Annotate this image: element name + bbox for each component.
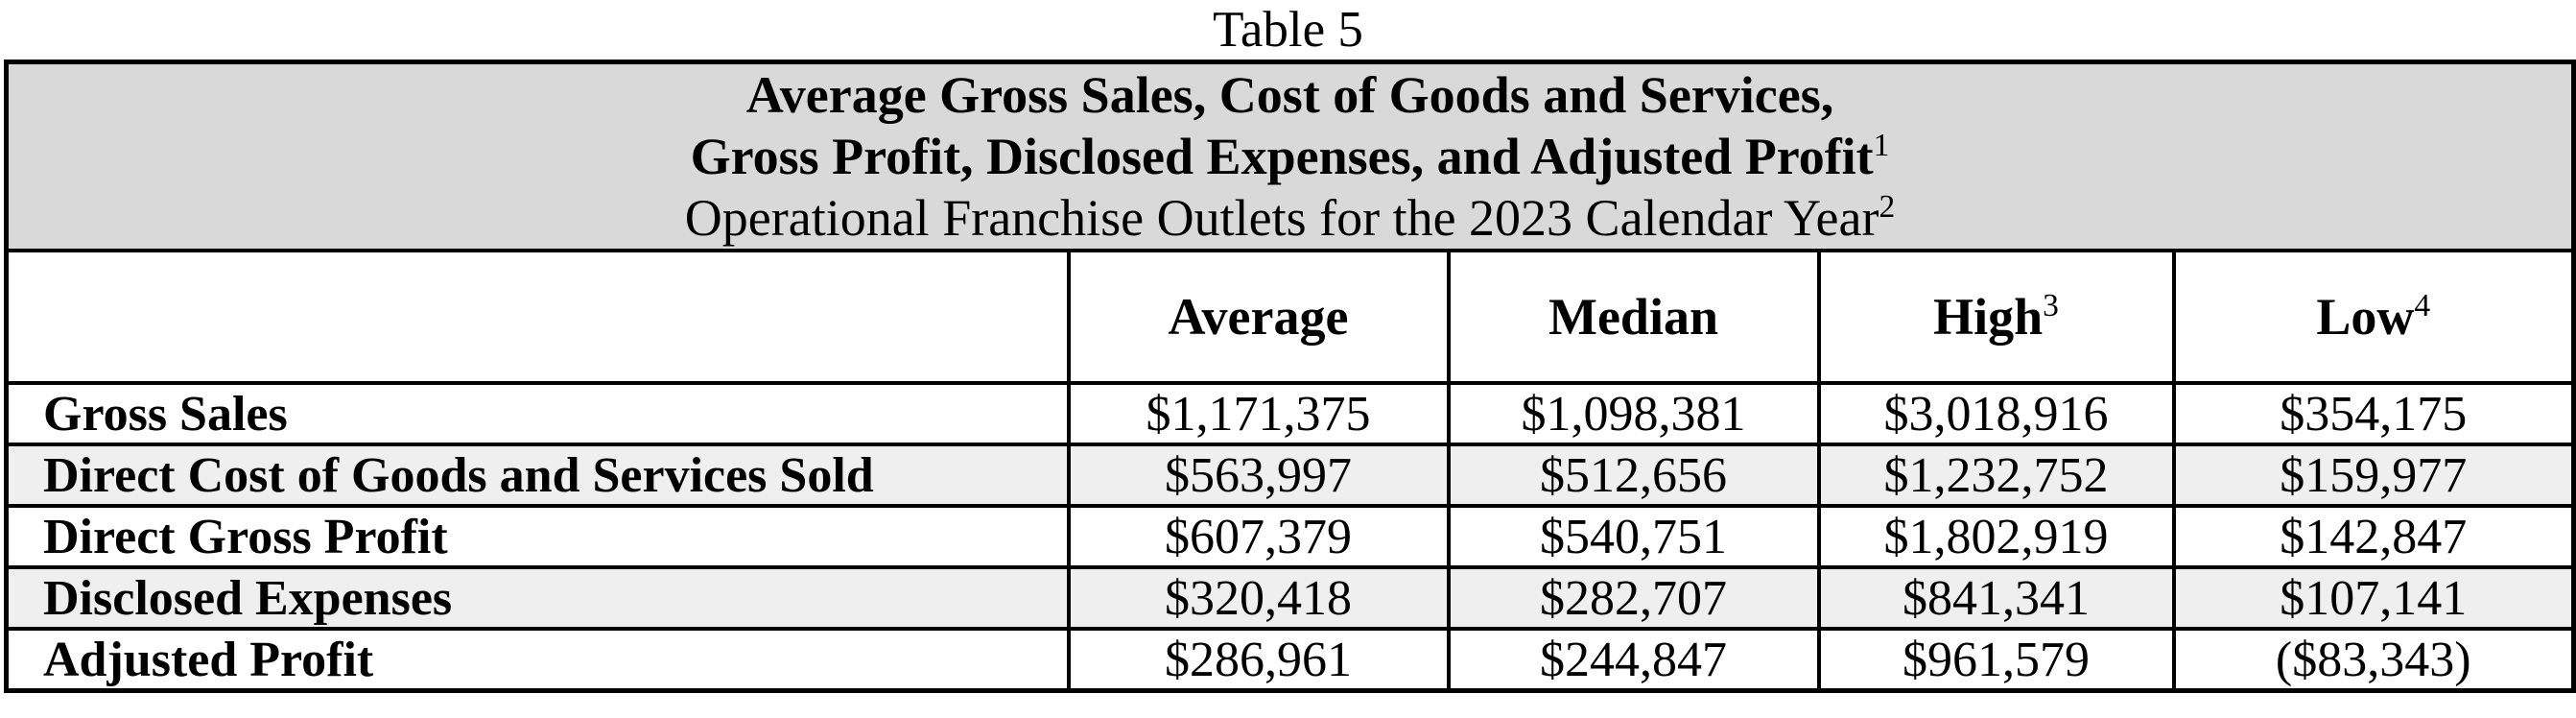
caption-line-3: Operational Franchise Outlets for the 20… <box>11 187 2570 247</box>
cell-value: $159,977 <box>2171 443 2576 508</box>
cell-value: $1,098,381 <box>1446 381 1821 446</box>
cell-value: $961,579 <box>1816 627 2176 693</box>
cell-value: $282,707 <box>1446 565 1821 631</box>
footnote-ref-1: 1 <box>1873 128 1890 163</box>
financial-table: Average Gross Sales, Cost of Goods and S… <box>4 60 2576 693</box>
column-header-high: High3 <box>1816 249 2176 385</box>
row-label: Disclosed Expenses <box>4 565 1071 631</box>
cell-value: $1,802,919 <box>1816 504 2176 569</box>
table-caption-row: Average Gross Sales, Cost of Goods and S… <box>4 60 2576 252</box>
column-header-median: Median <box>1446 249 1821 385</box>
column-header-row: Average Median High3 Low4 <box>4 249 2576 385</box>
caption-line-2: Gross Profit, Disclosed Expenses, and Ad… <box>11 126 2570 187</box>
table-caption: Average Gross Sales, Cost of Goods and S… <box>4 60 2576 252</box>
cell-value: $1,171,375 <box>1066 381 1451 446</box>
cell-value: $244,847 <box>1446 627 1821 693</box>
cell-value: ($83,343) <box>2171 627 2576 693</box>
cell-value: $320,418 <box>1066 565 1451 631</box>
column-header-label: High <box>1933 288 2044 346</box>
cell-value: $563,997 <box>1066 443 1451 508</box>
table-row: Direct Cost of Goods and Services Sold $5… <box>4 443 2576 508</box>
row-label: Direct Gross Profit <box>4 504 1071 569</box>
caption-line-2-text: Gross Profit, Disclosed Expenses, and Ad… <box>690 128 1874 185</box>
table-number-title: Table 5 <box>1213 2 1363 58</box>
cell-value: $1,232,752 <box>1816 443 2176 508</box>
footnote-ref-3: 3 <box>2043 288 2059 323</box>
column-header-average: Average <box>1066 249 1451 385</box>
column-header-label: Median <box>1548 288 1718 346</box>
caption-line-1: Average Gross Sales, Cost of Goods and S… <box>11 65 2570 126</box>
cell-value: $142,847 <box>2171 504 2576 569</box>
caption-line-3-text: Operational Franchise Outlets for the 20… <box>684 189 1879 247</box>
table-row: Gross Sales $1,171,375 $1,098,381 $3,018,91… <box>4 381 2576 446</box>
table-row: Direct Gross Profit $607,379 $540,751 $1,80… <box>4 504 2576 569</box>
row-label: Direct Cost of Goods and Services Sold <box>4 443 1071 508</box>
cell-value: $3,018,916 <box>1816 381 2176 446</box>
cell-value: $354,175 <box>2171 381 2576 446</box>
footnote-ref-2: 2 <box>1879 189 1896 225</box>
cell-value: $512,656 <box>1446 443 1821 508</box>
table-row: Adjusted Profit $286,961 $244,847 $961,579(… <box>4 627 2576 693</box>
caption-line-1-text: Average Gross Sales, Cost of Goods and S… <box>745 66 1834 124</box>
column-header-label: Average <box>1168 288 1349 346</box>
table-row: Disclosed Expenses $320,418 $282,707 $841,3… <box>4 565 2576 631</box>
row-label: Gross Sales <box>4 381 1071 446</box>
row-label: Adjusted Profit <box>4 627 1071 693</box>
cell-value: $841,341 <box>1816 565 2176 631</box>
cell-value: $107,141 <box>2171 565 2576 631</box>
cell-value: $286,961 <box>1066 627 1451 693</box>
column-header-empty <box>4 249 1071 385</box>
cell-value: $540,751 <box>1446 504 1821 569</box>
cell-value: $607,379 <box>1066 504 1451 569</box>
column-header-label: Low <box>2316 288 2415 346</box>
footnote-ref-4: 4 <box>2414 288 2431 323</box>
column-header-low: Low4 <box>2171 249 2576 385</box>
